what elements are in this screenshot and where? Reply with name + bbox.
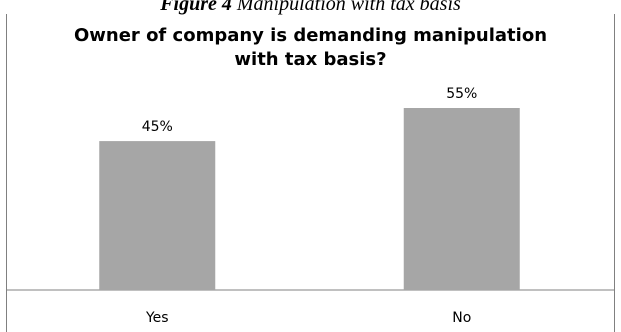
figure-caption: Figure 4 Manipulation with tax basis (0, 0, 621, 15)
x-tick-label-yes: Yes (145, 310, 169, 326)
chart-frame (6, 14, 615, 332)
figure-number: Figure 4 (160, 0, 232, 15)
chart-title-line-1: Owner of company is demanding manipulati… (73, 25, 548, 46)
data-label-yes: 45% (142, 119, 173, 135)
bar-yes (99, 141, 216, 290)
data-label-no: 55% (446, 86, 477, 102)
chart-title-line-2: with tax basis? (234, 49, 387, 70)
x-tick-label-no: No (452, 310, 471, 326)
chart-title: Owner of company is demanding manipulati… (0, 24, 621, 72)
bar-no (403, 108, 520, 290)
figure-caption-text: Manipulation with tax basis (236, 0, 461, 15)
